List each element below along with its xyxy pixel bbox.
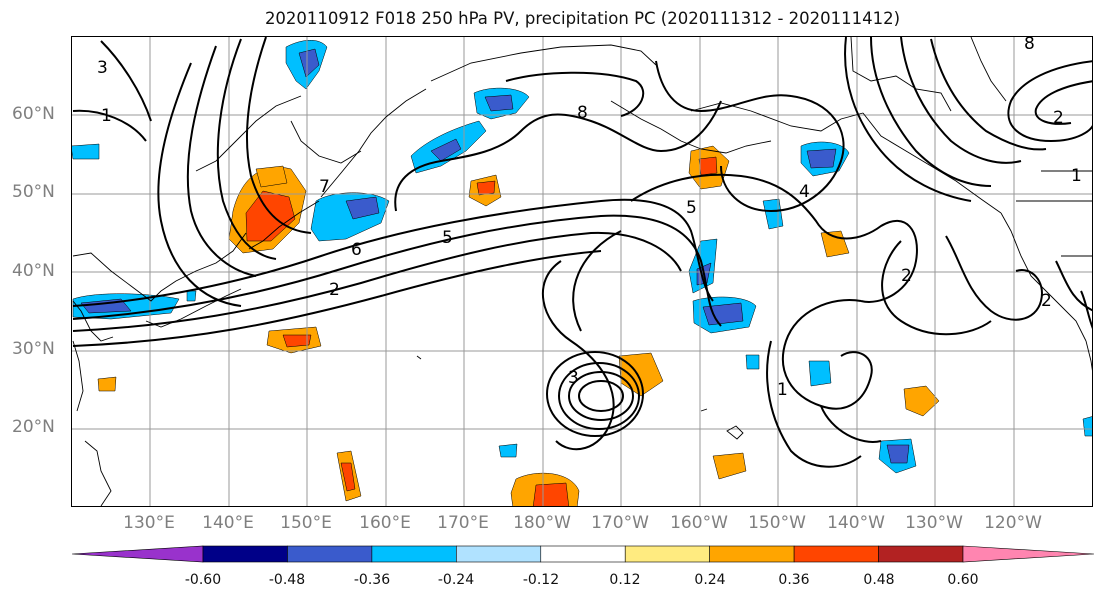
colorbar-segment xyxy=(540,545,626,563)
contour-label: 2 xyxy=(329,280,340,300)
colorbar-extend-high xyxy=(962,545,1095,563)
colorbar-segment xyxy=(456,545,542,563)
lat-label-20n: 20°N xyxy=(12,417,55,437)
map-title: 2020110912 F018 250 hPa PV, precipitatio… xyxy=(264,9,901,28)
lon-label-130w: 130°W xyxy=(905,513,963,533)
lon-label-160w: 160°W xyxy=(670,513,728,533)
lon-label-120w: 120°W xyxy=(984,513,1042,533)
lon-label-160e: 160°E xyxy=(359,513,411,533)
colorbar-tick: 0.48 xyxy=(863,572,895,588)
colorbar-segment xyxy=(202,545,288,563)
lon-label-150e: 150°E xyxy=(280,513,332,533)
colorbar-tick: 0.36 xyxy=(778,572,810,588)
colorbar-tick: -0.24 xyxy=(437,572,475,588)
colorbar-tick: -0.12 xyxy=(522,572,560,588)
contour-label: 1 xyxy=(101,106,112,126)
lat-label-40n: 40°N xyxy=(12,261,55,281)
colorbar-tick: -0.36 xyxy=(353,572,391,588)
colorbar-segment xyxy=(371,545,457,563)
lon-label-150w: 150°W xyxy=(748,513,806,533)
contour-label: 2 xyxy=(901,266,912,286)
colorbar-tick: -0.60 xyxy=(184,572,222,588)
lat-label-30n: 30°N xyxy=(12,339,55,359)
colorbar-tick: 0.12 xyxy=(609,572,641,588)
colorbar-extend-low xyxy=(71,545,204,563)
contour-label: 8 xyxy=(577,103,588,123)
pv-contours xyxy=(72,37,1092,468)
colorbar-segment xyxy=(878,545,964,563)
contour-label: 8 xyxy=(1024,37,1035,54)
colorbar-segment xyxy=(793,545,879,563)
colorbar-tick: -0.48 xyxy=(268,572,306,588)
contour-label: 5 xyxy=(442,228,453,248)
lat-label-50n: 50°N xyxy=(12,182,55,202)
contour-label: 3 xyxy=(568,368,579,388)
colorbar-segment xyxy=(287,545,373,563)
colorbar-segment xyxy=(709,545,795,563)
lon-label-180w: 180°W xyxy=(513,513,571,533)
colorbar-tick: 0.60 xyxy=(947,572,979,588)
coastlines xyxy=(72,37,1092,506)
contour-label: 2 xyxy=(1041,291,1052,311)
contour-label: 2 xyxy=(1053,108,1064,128)
lon-label-170e: 170°E xyxy=(437,513,489,533)
precip-shading xyxy=(72,40,1092,506)
colorbar-segment xyxy=(624,545,710,563)
contour-label: 1 xyxy=(1071,166,1082,186)
colorbar-tick: 0.24 xyxy=(694,572,726,588)
contour-label-group: 3 1 8 7 6 2 5 4 2 1 3 5 1 2 8 2 xyxy=(97,37,1082,400)
contour-label: 5 xyxy=(686,198,697,218)
contour-label: 4 xyxy=(799,182,810,202)
contour-label: 3 xyxy=(97,58,108,78)
contour-label: 6 xyxy=(351,240,362,260)
map-panel: 3 1 8 7 6 2 5 4 2 1 3 5 1 2 8 2 xyxy=(71,36,1093,507)
lon-label-170w: 170°W xyxy=(591,513,649,533)
lon-label-130e: 130°E xyxy=(123,513,175,533)
contour-label: 7 xyxy=(319,177,330,197)
lon-label-140e: 140°E xyxy=(202,513,254,533)
lon-label-140w: 140°W xyxy=(827,513,885,533)
map-canvas: 3 1 8 7 6 2 5 4 2 1 3 5 1 2 8 2 xyxy=(72,37,1092,506)
colorbar xyxy=(70,545,1096,567)
lat-label-60n: 60°N xyxy=(12,104,55,124)
colorbar-svg xyxy=(71,545,1095,563)
contour-label: 1 xyxy=(777,380,788,400)
